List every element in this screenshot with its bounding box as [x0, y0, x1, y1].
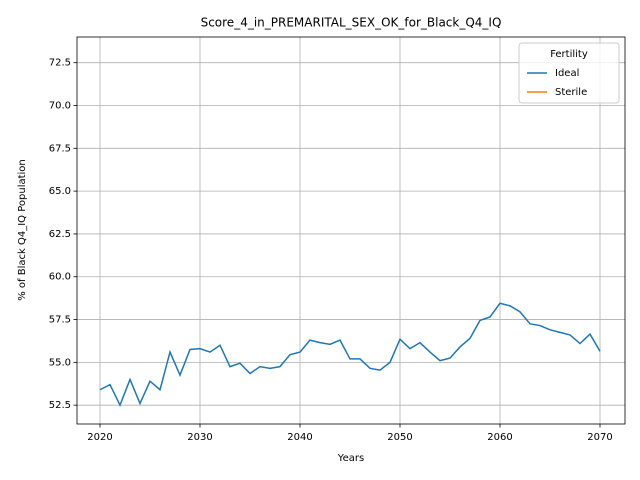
y-tick-label: 67.5: [49, 143, 71, 154]
plot-frame: [76, 36, 626, 425]
x-tick-label: 2050: [387, 432, 412, 443]
x-tick-label: 2060: [487, 432, 512, 443]
y-tick-label: 57.5: [49, 315, 71, 326]
x-tick-label: 2040: [287, 432, 312, 443]
line-series: [99, 302, 601, 408]
x-tick-label: 2030: [187, 432, 212, 443]
y-axis-label: % of Black Q4_IQ Population: [17, 159, 28, 301]
legend-label: Ideal: [555, 68, 579, 79]
legend-box: [518, 42, 620, 104]
legend: Fertility Ideal Sterile: [518, 42, 620, 104]
x-tick-label: 2070: [587, 432, 612, 443]
y-tick-label: 65.0: [49, 186, 71, 197]
y-tick-label: 52.5: [49, 400, 71, 411]
y-tick-label: 55.0: [49, 357, 71, 368]
y-tick-label: 72.5: [49, 58, 71, 69]
y-tick-label: 70.0: [49, 100, 71, 111]
legend-title: Fertility: [550, 49, 588, 60]
legend-label: Sterile: [555, 87, 587, 98]
x-tick-label: 2020: [87, 432, 112, 443]
chart-title: Score_4_in_PREMARITAL_SEX_OK_for_Black_Q…: [201, 16, 502, 30]
x-axis-label: Years: [337, 453, 364, 464]
y-tick-label: 60.0: [49, 272, 71, 283]
y-tick-label: 62.5: [49, 229, 71, 240]
